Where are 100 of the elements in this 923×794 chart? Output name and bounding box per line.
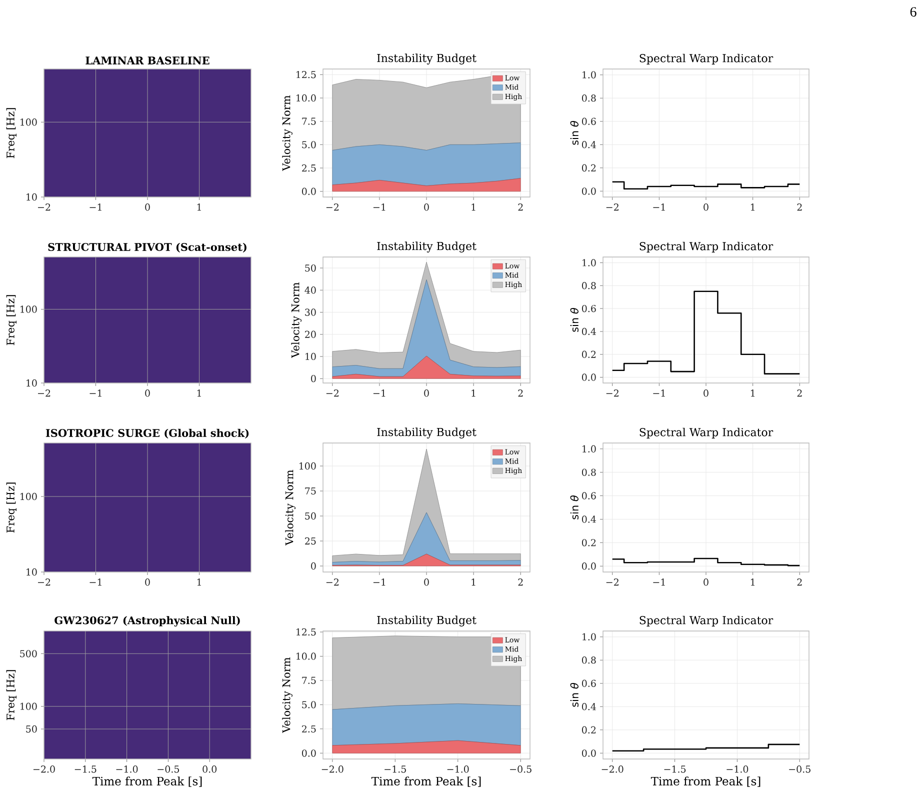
y-axis-title: Freq [Hz] [6,482,16,533]
y-tick-label: 2.5 [302,725,316,733]
x-tick-label: 1 [197,204,201,211]
x-tick-label: 1 [750,578,754,586]
chart-title: STRUCTURAL PIVOT (Scat-onset) [48,242,246,252]
x-tick-label: 0 [424,390,429,397]
y-tick-label: 10 [26,193,37,201]
x-tick-label: −2 [38,204,50,211]
x-tick-label: −1 [653,578,665,586]
x-tick-label: −2 [606,578,618,586]
x-tick-label: −2 [326,390,338,397]
y-tick-label: 0.4 [582,703,596,710]
y-tick-label: 5.0 [302,701,316,708]
chart-title: Instability Budget [377,242,476,252]
y-tick-label: 0.4 [582,516,596,523]
y-axis-title: sin θ [570,683,578,707]
chart-title: Spectral Warp Indicator [640,54,774,64]
x-tick-label: −1 [90,390,102,397]
chart-title: Spectral Warp Indicator [640,242,774,252]
x-axis-title: Time from Peak [s] [371,776,481,787]
x-tick-label: −1.0 [726,766,748,773]
x-tick-label: 2 [797,204,802,211]
x-tick-label: −2.0 [322,766,344,773]
x-tick-label: 0.0 [202,766,217,773]
y-tick-label: 0.4 [582,141,596,148]
x-tick-label: −1.5 [664,766,686,773]
chart-title: Spectral Warp Indicator [640,428,774,438]
y-tick-label: 0.2 [582,726,596,734]
y-tick-label: 1.0 [582,445,596,452]
y-tick-label: 10 [26,568,37,576]
x-tick-label: 0 [704,578,708,586]
x-tick-label: 1 [197,578,201,586]
y-tick-label: 0 [311,562,316,570]
x-tick-label: 0 [145,390,150,397]
chart-title: LAMINAR BASELINE [86,56,210,64]
y-tick-label: 50 [305,512,316,520]
x-tick-label: −1 [373,390,386,397]
y-tick-label: 50 [26,725,37,733]
x-axis-title: Time from Peak [s] [650,776,760,787]
x-tick-label: −2 [38,390,50,397]
y-tick-label: 1.0 [582,259,596,266]
x-tick-label: −2 [38,578,50,586]
x-axis-title: Time from Peak [s] [92,776,202,787]
x-tick-label: −1.0 [116,766,138,773]
y-tick-label: 100 [20,702,37,710]
y-tick-label: 25 [305,537,316,545]
y-axis-title: Freq [Hz] [6,108,16,158]
y-tick-label: 0.0 [582,750,596,757]
y-tick-label: 0.2 [582,350,596,358]
chart-title: Instability Budget [377,54,476,64]
y-tick-label: 7.5 [302,118,316,125]
x-tick-label: −0.5 [510,766,532,773]
y-axis-title: Freq [Hz] [6,670,16,720]
y-tick-label: 10.0 [296,94,316,102]
chart-title: Instability Budget [377,616,476,626]
x-tick-label: −1 [373,204,386,211]
y-tick-label: 12.5 [296,628,316,636]
x-tick-label: 1 [197,390,201,397]
y-tick-label: 20 [305,330,316,338]
x-tick-label: −1 [653,390,665,397]
y-tick-label: 0.8 [582,282,596,290]
x-tick-label: 0 [145,578,150,586]
y-tick-label: 0.2 [582,164,596,172]
y-tick-label: 0 [311,374,316,382]
y-tick-label: 1.0 [582,633,596,640]
y-tick-label: 0.0 [582,374,596,381]
y-tick-label: 1.0 [582,71,596,78]
y-tick-label: 0.0 [582,562,596,570]
y-tick-label: 0.0 [582,188,596,195]
y-tick-label: 0.2 [582,539,596,546]
y-tick-label: 10 [306,352,316,360]
y-axis-title: Velocity Norm [282,95,292,171]
y-tick-label: 7.5 [302,676,316,684]
x-tick-label: 2 [797,390,802,397]
x-tick-label: −1.5 [384,766,406,773]
y-tick-label: 10.0 [296,652,316,660]
y-axis-title: Velocity Norm [291,282,302,358]
x-tick-label: −0.5 [789,766,810,773]
y-axis-title: Velocity Norm [285,470,296,546]
x-tick-label: −1.0 [447,766,469,773]
y-tick-label: 100 [20,118,37,126]
y-axis-title: Freq [Hz] [6,295,16,346]
y-tick-label: 0.6 [582,492,596,500]
chart-title: Spectral Warp Indicator [640,616,774,626]
chart-title: Instability Budget [377,428,476,438]
y-tick-label: 0.6 [582,680,596,687]
y-axis-title: sin θ [570,308,578,332]
y-tick-label: 12.5 [296,71,316,78]
y-axis-title: sin θ [570,121,578,145]
x-tick-label: 0 [424,204,429,211]
x-tick-label: −0.5 [158,766,180,773]
x-tick-label: −1 [653,204,665,211]
y-axis-title: sin θ [570,496,578,520]
chart-title: ISOTROPIC SURGE (Global shock) [46,428,249,438]
y-tick-label: 0.0 [302,750,316,757]
x-tick-label: 1 [472,390,476,397]
x-tick-label: −1 [90,204,102,211]
x-tick-label: 1 [750,204,754,211]
y-tick-label: 0.6 [582,118,596,125]
x-tick-label: 0 [424,578,429,586]
